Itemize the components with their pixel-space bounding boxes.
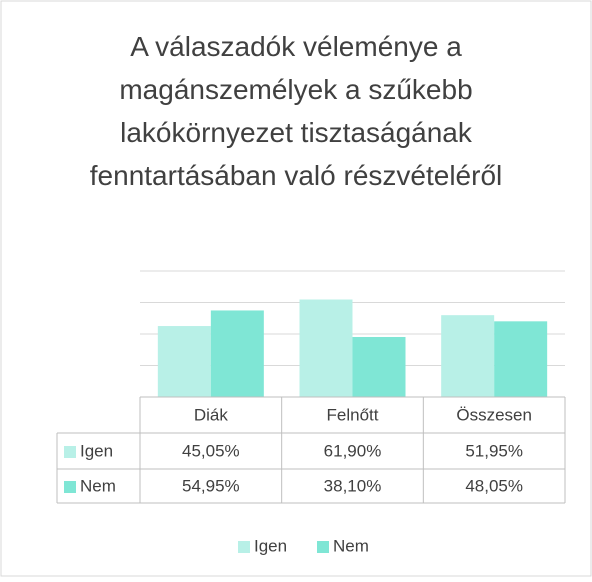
bar [210,310,264,397]
chart-title: A válaszadók véleménye a magánszemélyek … [89,31,503,191]
legend-label: Nem [333,536,369,555]
bar [299,299,353,397]
bar [494,321,548,397]
value-label: 48,05% [465,476,523,495]
legend-key [238,541,250,553]
bar [352,336,406,397]
table-legend-key [64,481,76,493]
series-label: Nem [80,476,116,495]
value-label: 61,90% [324,441,382,460]
category-label: Felnőtt [327,405,379,424]
bar [157,326,211,397]
value-label: 54,95% [182,476,240,495]
series-label: Igen [80,441,113,460]
table-legend-key [64,446,76,458]
value-label: 51,95% [465,441,523,460]
value-label: 45,05% [182,441,240,460]
legend-key [317,541,329,553]
title-box: A válaszadók véleménye a magánszemélyek … [89,31,503,191]
legend-label: Igen [254,536,287,555]
category-label: Diák [194,405,229,424]
category-label: Összesen [456,405,532,424]
value-label: 38,10% [324,476,382,495]
bar [441,315,495,397]
